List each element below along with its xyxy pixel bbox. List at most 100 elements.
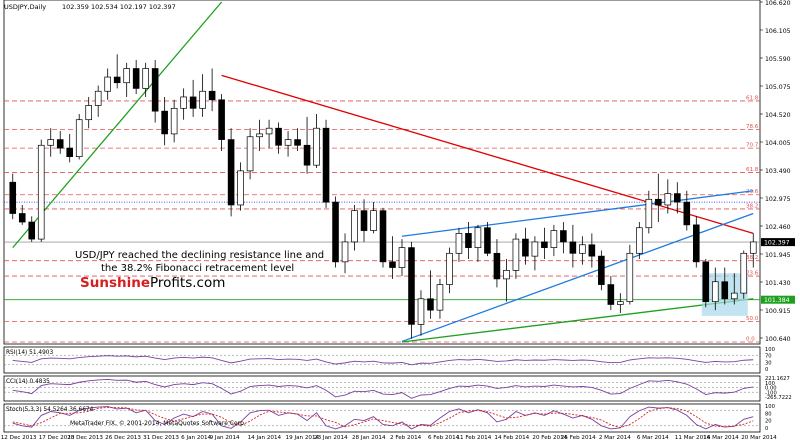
annotation-line-2: the 38.2% Fibonacci retracement level xyxy=(101,263,294,274)
x-tick-label: 20 Feb 2014 xyxy=(532,435,567,440)
x-tick-label: 6 Jan 2014 xyxy=(181,435,211,440)
x-tick-label: 20 Dec 2013 xyxy=(67,435,103,440)
brand-part-2: Profits.com xyxy=(150,275,225,291)
brand-logo: SunshineProfits.com xyxy=(80,275,225,291)
last-price-label: 102.397 xyxy=(764,240,790,247)
x-tick-label: 31 Dec 2013 xyxy=(143,435,179,440)
x-tick-label: 14 Feb 2014 xyxy=(494,435,529,440)
candle-body xyxy=(692,224,700,263)
indicator-line xyxy=(12,355,754,366)
x-tick-label: 6 Mar 2014 xyxy=(637,435,669,440)
candle-body xyxy=(170,107,178,135)
candle-body xyxy=(749,241,757,254)
candle-body xyxy=(541,241,548,248)
trend-line xyxy=(401,190,754,237)
candle-body xyxy=(607,284,615,305)
footer-copyright: MetaTrader FIX, © 2001-2014, MetaQuotes … xyxy=(70,420,246,427)
fib-level-label: 70.7 xyxy=(746,143,759,149)
candle-body xyxy=(322,127,330,203)
x-tick-label: 14 Jan 2014 xyxy=(248,435,282,440)
candle-body xyxy=(9,181,17,214)
indicator-axis-label: 70 xyxy=(765,354,772,360)
candle-body xyxy=(550,230,558,248)
candle-body xyxy=(674,193,681,203)
candle-body xyxy=(341,241,349,263)
indicator-axis-label: 100 xyxy=(765,347,775,353)
fib-level-label: 61.8 xyxy=(746,167,759,173)
candle-body xyxy=(636,227,643,254)
x-tick-label: 28 Jan 2014 xyxy=(352,435,386,440)
candle-body xyxy=(351,210,358,243)
x-tick-label: 11 Mar 2014 xyxy=(675,435,711,440)
indicator-axis-label: 221.1627 xyxy=(765,376,790,382)
indicator-title: RSI(14) 51.4903 xyxy=(6,350,53,356)
y-tick-label: 101.945 xyxy=(765,252,791,259)
candle-body xyxy=(721,281,729,300)
candle-body xyxy=(617,301,624,305)
trend-line xyxy=(12,1,223,249)
candle-body xyxy=(85,105,92,121)
candle-body xyxy=(37,144,45,240)
y-tick-label: 104.005 xyxy=(765,140,791,147)
panel-frame-cci xyxy=(3,375,761,402)
x-tick-label: 16 Mar 2014 xyxy=(703,435,739,440)
candle-body xyxy=(427,298,434,311)
indicator-title: Stoch(5,3,3) 54.5264 36.6674 xyxy=(6,407,94,413)
candle-body xyxy=(360,210,368,231)
candle-body xyxy=(626,252,634,302)
indicator-axis-label: 0 xyxy=(765,426,768,432)
x-tick-label: 26 Dec 2013 xyxy=(105,435,141,440)
chart-header-ohlc: 102.359 102.534 102.197 102.397 xyxy=(62,3,176,11)
candle-body xyxy=(389,261,396,268)
y-tick-label: 103.490 xyxy=(765,168,791,175)
fib-level-label: 78.6 xyxy=(746,124,759,130)
indicator-axis-label: -100 xyxy=(765,390,777,396)
candle-body xyxy=(56,139,64,149)
trend-line xyxy=(221,74,754,235)
indicator-axis-label: 30 xyxy=(765,360,772,366)
candle-body xyxy=(104,76,111,92)
y-tick-label: 106.620 xyxy=(765,0,791,7)
y-tick-label: 100.915 xyxy=(765,308,791,315)
candle-body xyxy=(503,270,510,280)
support-price-tag xyxy=(761,295,795,304)
indicator-title: CCI(14) 0.4835 xyxy=(6,379,50,385)
candle-body xyxy=(484,227,491,254)
panel-frame-main xyxy=(3,0,761,345)
candle-body xyxy=(588,244,596,257)
candle-body xyxy=(379,210,387,263)
indicator-axis-label: 100 xyxy=(765,381,775,387)
y-tick-label: 105.590 xyxy=(765,56,791,63)
candle-body xyxy=(531,241,539,257)
candle-body xyxy=(265,127,273,135)
candle-body xyxy=(151,68,159,112)
fib-level-label: 38.2 xyxy=(746,255,758,261)
candle-body xyxy=(370,210,377,231)
candle-body xyxy=(493,252,501,280)
candle-body xyxy=(730,292,738,300)
panel-frame-sto xyxy=(3,403,761,433)
support-price-label: 101.384 xyxy=(764,297,790,304)
brand-part-1: Sunshine xyxy=(80,275,150,291)
candle-body xyxy=(560,230,567,243)
candlestick-series xyxy=(9,54,757,339)
candle-body xyxy=(132,68,140,89)
candle-body xyxy=(66,147,74,157)
x-tick-label: 6 Feb 2014 xyxy=(428,435,460,440)
fib-level-label: 61.8 xyxy=(746,95,759,101)
panel-frame-rsi xyxy=(3,346,761,374)
candle-body xyxy=(398,247,406,268)
candle-body xyxy=(579,244,586,254)
candle-body xyxy=(94,90,102,106)
candle-body xyxy=(123,68,130,84)
trend-line xyxy=(401,298,754,343)
indicator-line xyxy=(12,406,754,430)
candle-body xyxy=(664,193,672,206)
candle-body xyxy=(218,99,225,140)
fib-level-label: 50.0 xyxy=(746,316,759,322)
y-tick-label: 100.640 xyxy=(765,336,791,343)
fib-level-label: 23.6 xyxy=(746,189,759,195)
annotation-line-1: USD/JPY reached the declining resistance… xyxy=(75,250,324,261)
x-tick-label: 12 Dec 2013 xyxy=(1,435,37,440)
